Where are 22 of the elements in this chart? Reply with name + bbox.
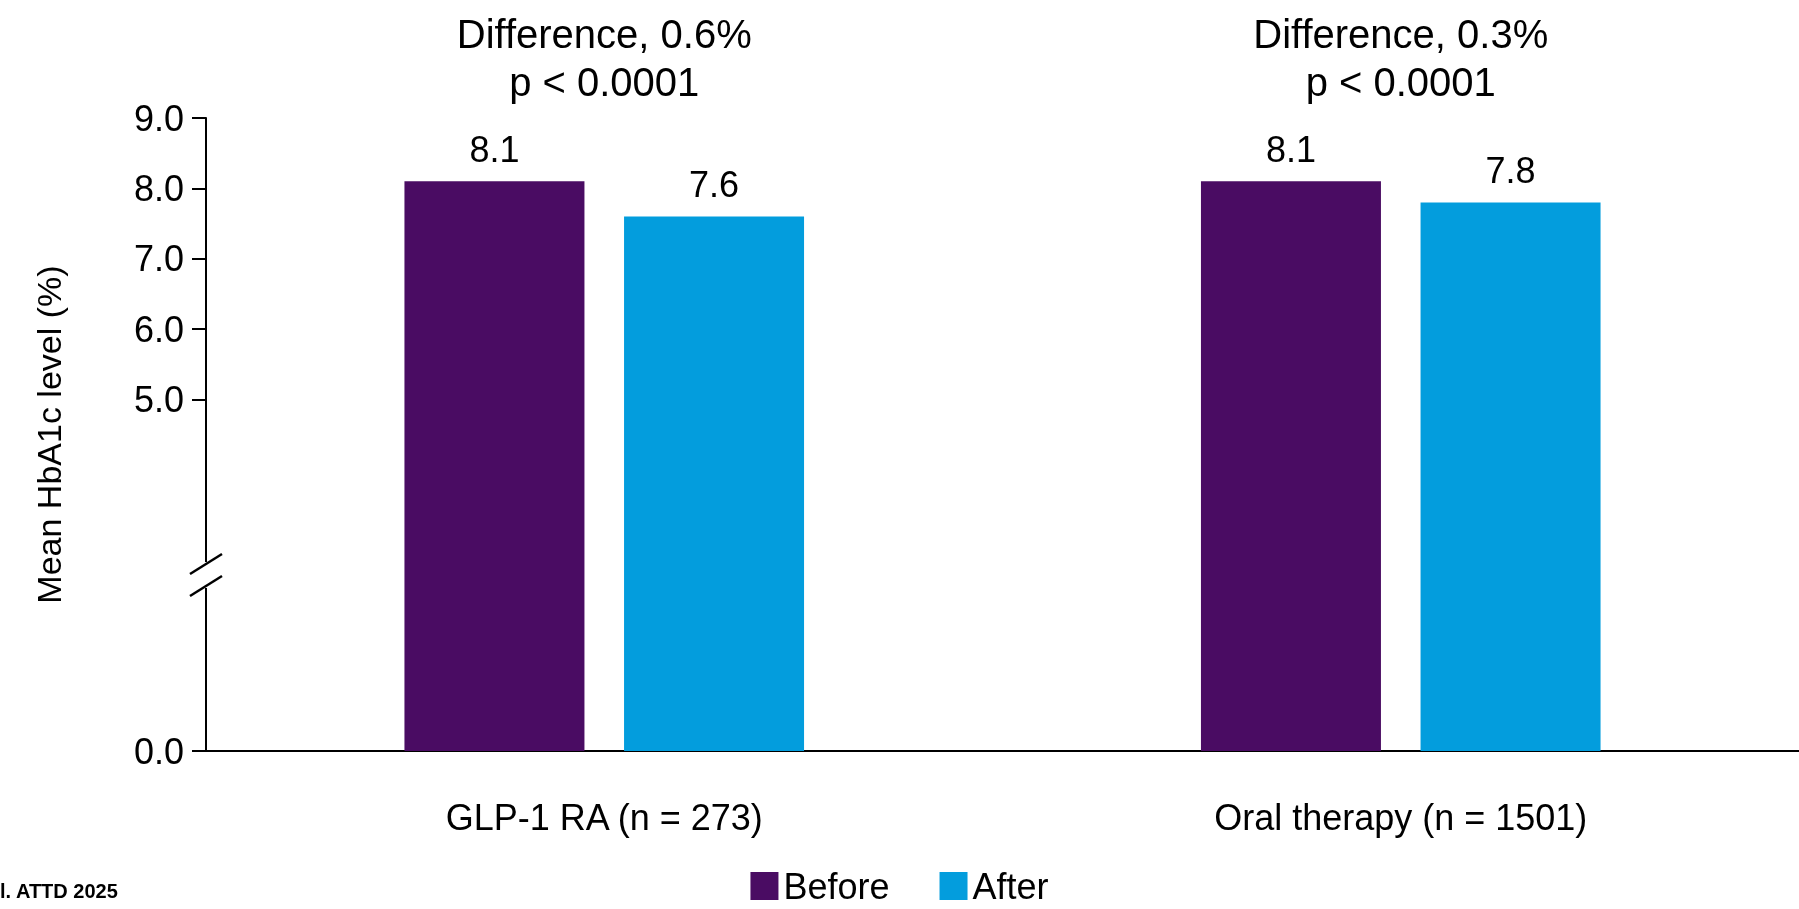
bar [1200, 181, 1381, 751]
y-tick-label: 5.0 [133, 378, 184, 420]
bar [624, 216, 805, 751]
y-tick-label: 6.0 [133, 308, 184, 350]
y-tick-label: 9.0 [133, 97, 184, 139]
y-tick-label: 0.0 [133, 730, 184, 772]
bar [404, 181, 585, 751]
bar [1420, 202, 1601, 751]
text: Difference, 0.6% p < 0.0001 [455, 11, 753, 106]
data-label: 8.1 [1265, 128, 1316, 170]
text: Difference, 0.3% p < 0.0001 [1252, 11, 1550, 106]
x-tick-label: GLP-1 RA (n = 273) [445, 796, 763, 838]
y-tick-label: 8.0 [133, 167, 184, 209]
legend-label: Before [783, 865, 890, 907]
text: l. ATTD 2025 [0, 880, 118, 903]
data-label: 8.1 [469, 128, 520, 170]
data-label: 7.8 [1485, 149, 1536, 191]
x-tick-label: Oral therapy (n = 1501) [1214, 796, 1588, 838]
y-tick-label: 7.0 [133, 238, 184, 280]
legend-label: After [972, 865, 1049, 907]
data-label: 7.6 [689, 163, 740, 205]
y-axis-title: Mean HbA1c level (%) [30, 265, 68, 604]
